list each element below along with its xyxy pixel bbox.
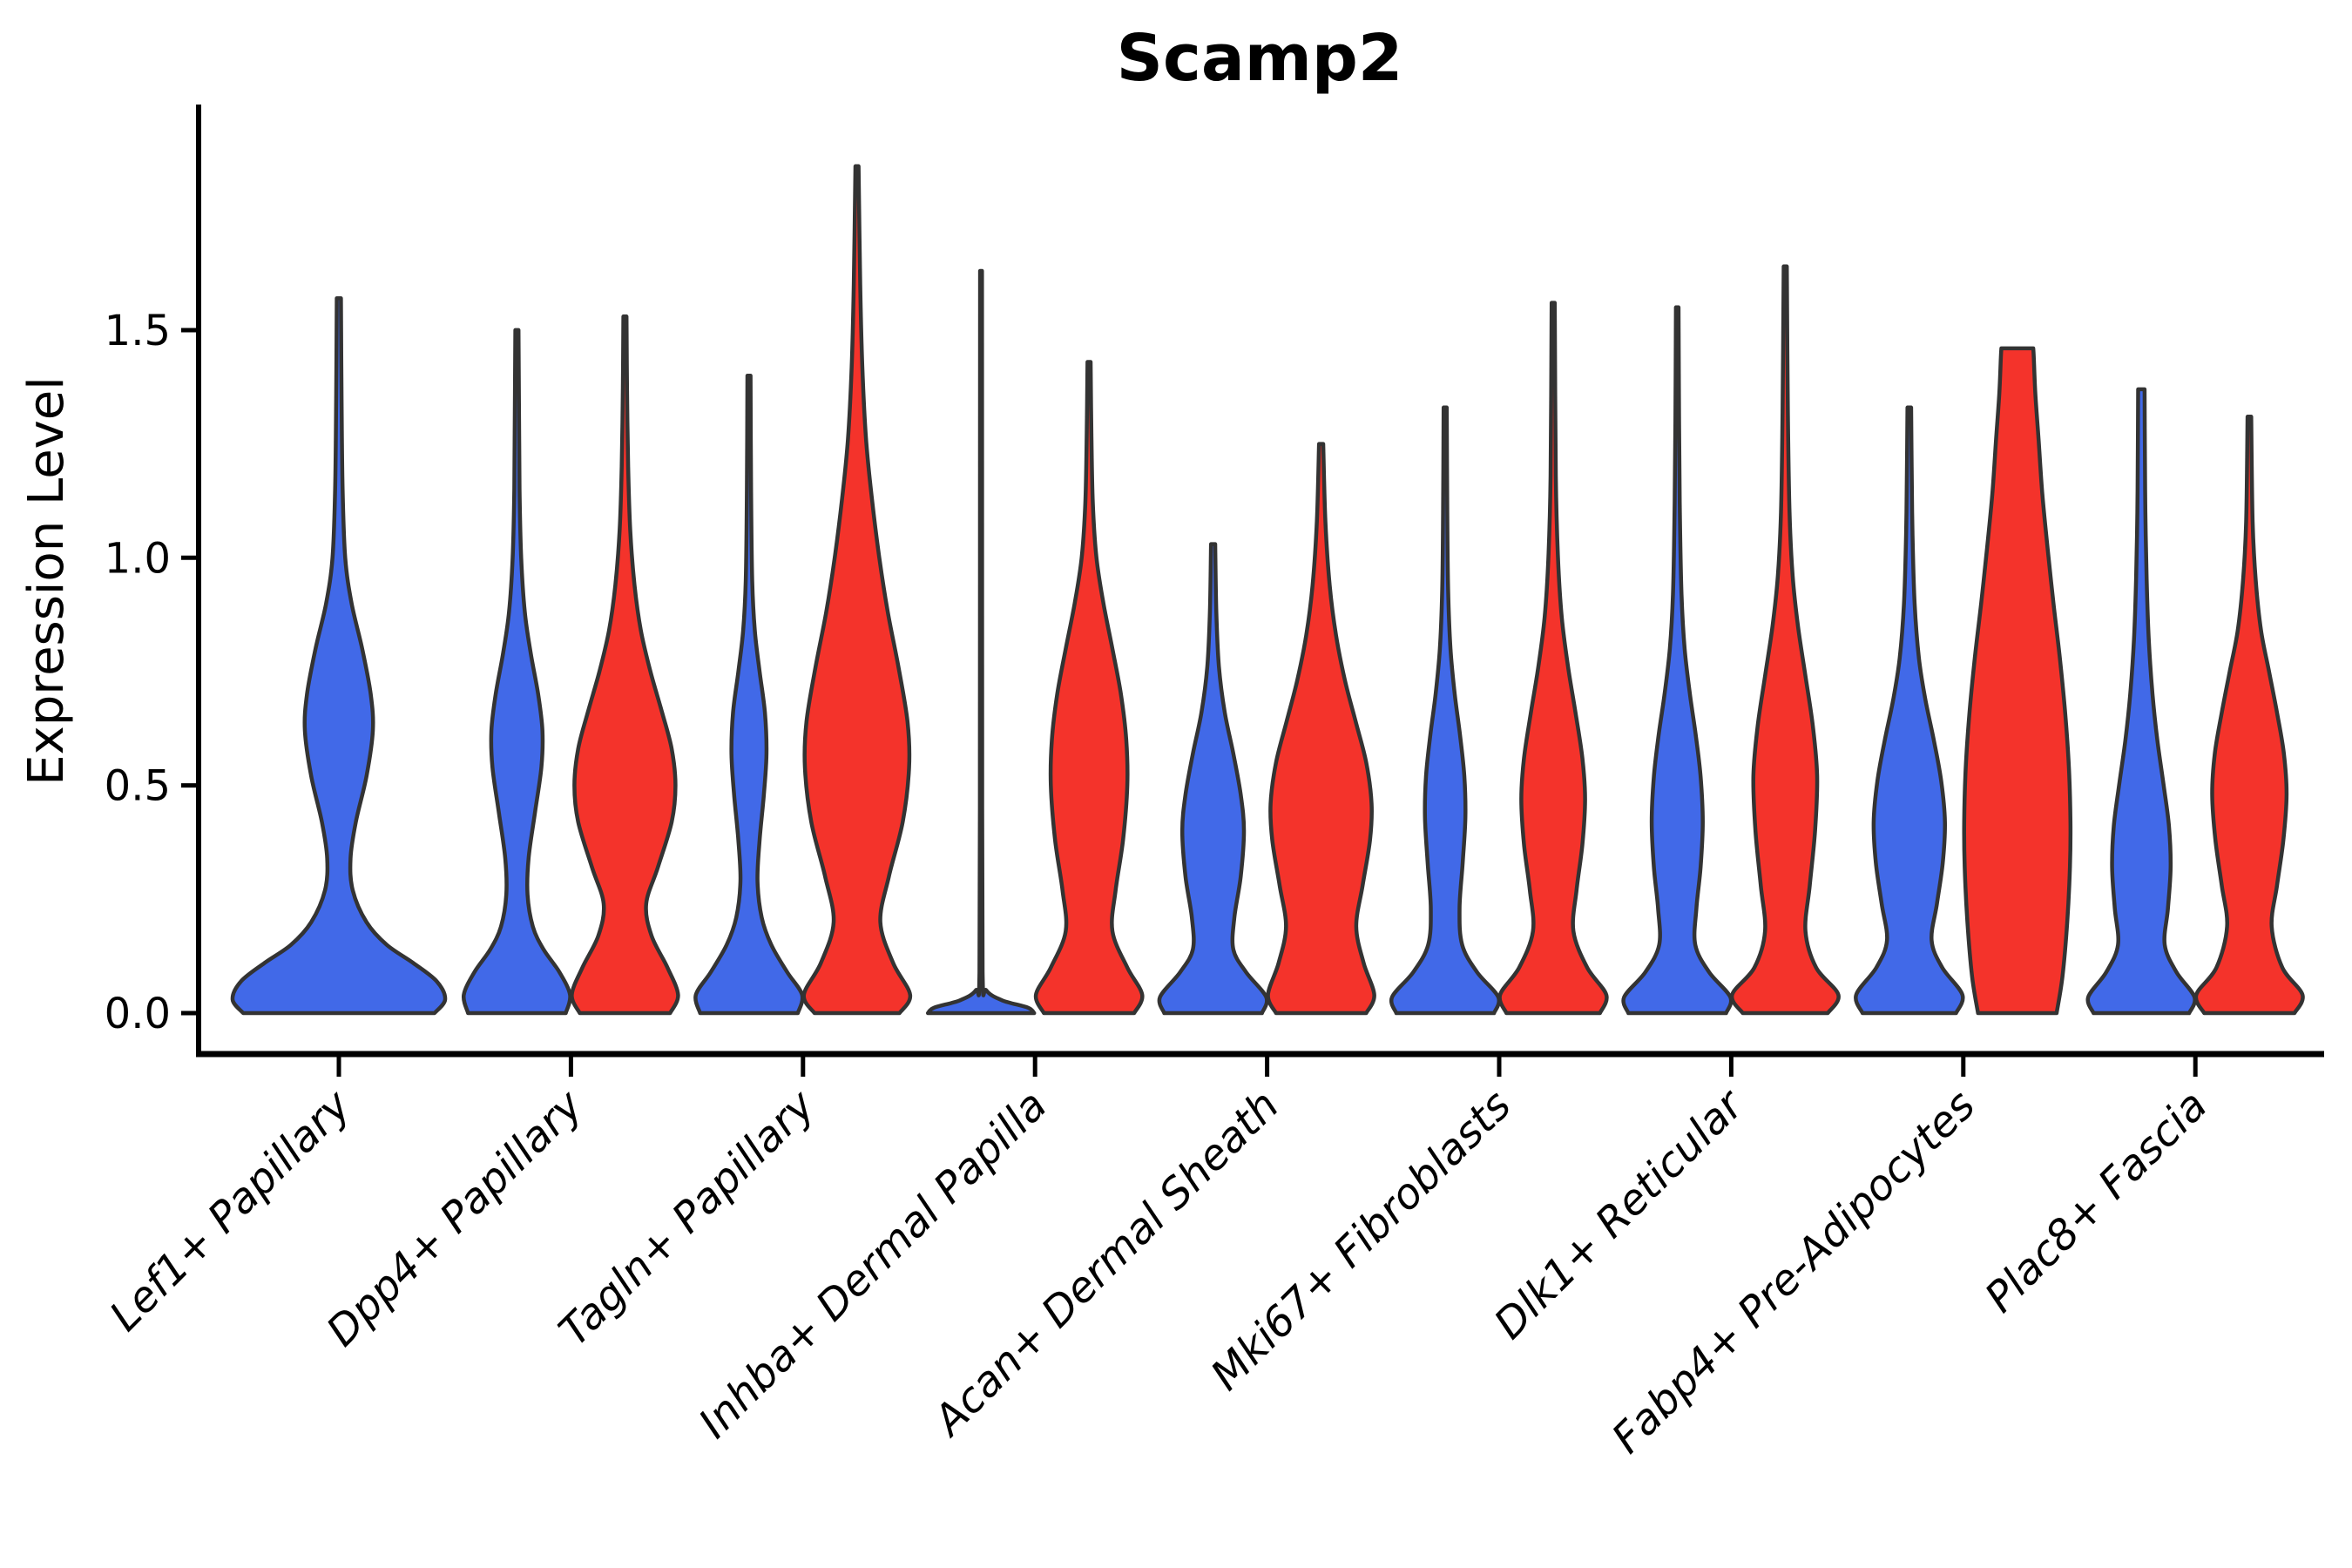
y-tick-label: 0.5 — [105, 762, 171, 811]
violin-inhba-dermal-papilla-red — [1033, 360, 1145, 1016]
x-tick-label: Plac8+ Fascia — [1976, 1081, 2217, 1322]
violin-dpp4-papillary-blue — [461, 328, 572, 1016]
y-tick-label: 1.0 — [105, 534, 171, 583]
violin-dpp4-papillary-red — [570, 314, 680, 1016]
violin-acan-dermal-sheath-blue — [1157, 542, 1269, 1016]
x-tick-label: Tagln+ Papillary — [550, 1080, 825, 1355]
violin-acan-dermal-sheath-red — [1266, 442, 1376, 1016]
violin-dlk1-reticular-blue — [1621, 305, 1734, 1016]
x-tick-label: Dlk1+ Reticular — [1485, 1079, 1755, 1349]
violin-mki67-fibroblasts-blue — [1389, 405, 1502, 1016]
violin-plac8-fascia-red — [2193, 415, 2305, 1016]
y-tick-label: 0.0 — [105, 990, 171, 1038]
x-tick-label: Lef1+ Papillary — [100, 1080, 361, 1341]
violin-plac8-fascia-blue — [2085, 387, 2197, 1016]
violin-series — [230, 164, 2305, 1016]
violin-mki67-fibroblasts-red — [1497, 301, 1609, 1016]
y-axis-label: Expression Level — [18, 376, 75, 786]
violin-tagln-papillary-red — [801, 164, 913, 1016]
y-axis-ticks: 0.0 0.5 1.0 1.5 — [105, 307, 199, 1038]
violin-dlk1-reticular-red — [1729, 264, 1841, 1016]
x-tick-label: Dpp4+ Papillary — [317, 1080, 592, 1355]
violin-fabp4-pre-adipocytes-blue — [1854, 405, 1965, 1016]
y-tick-label: 1.5 — [105, 307, 171, 355]
violin-tagln-papillary-blue — [693, 373, 805, 1016]
violin-fabp4-pre-adipocytes-red — [1962, 346, 2073, 1016]
chart-title: Scamp2 — [1117, 21, 1403, 96]
violin-inhba-dermal-papilla-blue — [925, 268, 1037, 1016]
violin-lef1-papillary-blue — [230, 296, 448, 1016]
